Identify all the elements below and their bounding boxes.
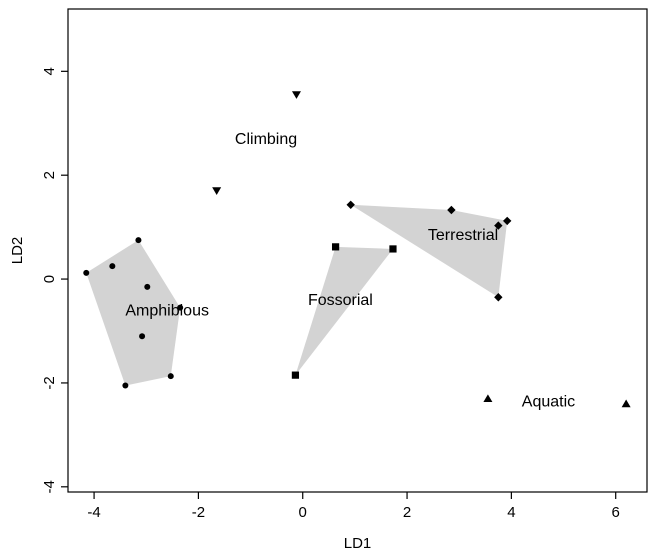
amphibious-hull (86, 240, 181, 386)
data-points (83, 91, 631, 408)
fossorial-label: Fossorial (308, 292, 373, 309)
x-tick-label: 6 (612, 504, 620, 521)
climbing-point (212, 187, 222, 195)
x-axis: -4 -2 0 2 4 6 (87, 492, 620, 521)
terrestrial-hull (350, 204, 508, 298)
fossorial-point (331, 243, 340, 251)
group-hulls (86, 204, 508, 386)
amphibious-point (135, 237, 142, 244)
terrestrial-label: Terrestrial (428, 227, 498, 244)
amphibious-point (83, 269, 90, 276)
amphibious-point (122, 382, 129, 389)
x-tick-label: 4 (507, 504, 515, 521)
y-tick-label: 4 (41, 67, 58, 75)
amphibious-point (144, 283, 151, 290)
terrestrial-point (447, 205, 456, 215)
amphibious-point (167, 373, 174, 380)
x-tick-label: -4 (87, 504, 100, 521)
amphibious-point (139, 333, 146, 340)
climbing-label: Climbing (235, 131, 297, 148)
group-labels: Amphibious Climbing Fossorial Terrestrial Aq… (125, 131, 575, 410)
x-tick-label: 0 (299, 504, 307, 521)
y-tick-label: 2 (41, 171, 58, 179)
plot-frame (67, 8, 648, 493)
aquatic-point (621, 399, 631, 408)
climbing-point (291, 91, 301, 99)
fossorial-hull (295, 246, 393, 376)
y-tick-label: -4 (41, 480, 58, 493)
amphibious-label: Amphibious (125, 302, 209, 319)
terrestrial-point (346, 200, 355, 209)
fossorial-point (389, 245, 397, 253)
y-tick-label: -2 (41, 376, 58, 389)
y-tick-label: 0 (41, 275, 58, 283)
terrestrial-point (494, 221, 503, 230)
fossorial-point (291, 371, 300, 379)
terrestrial-point (494, 293, 503, 302)
x-axis-title: LD1 (344, 535, 372, 552)
aquatic-point (483, 394, 493, 403)
terrestrial-point (503, 216, 512, 226)
amphibious-point (177, 304, 184, 311)
x-tick-label: 2 (403, 504, 411, 521)
amphibious-point (109, 263, 116, 270)
y-axis-title: LD2 (9, 237, 26, 265)
y-axis: -4 -2 0 2 4 (41, 67, 68, 493)
x-tick-label: -2 (192, 504, 205, 521)
aquatic-label: Aquatic (522, 393, 575, 410)
